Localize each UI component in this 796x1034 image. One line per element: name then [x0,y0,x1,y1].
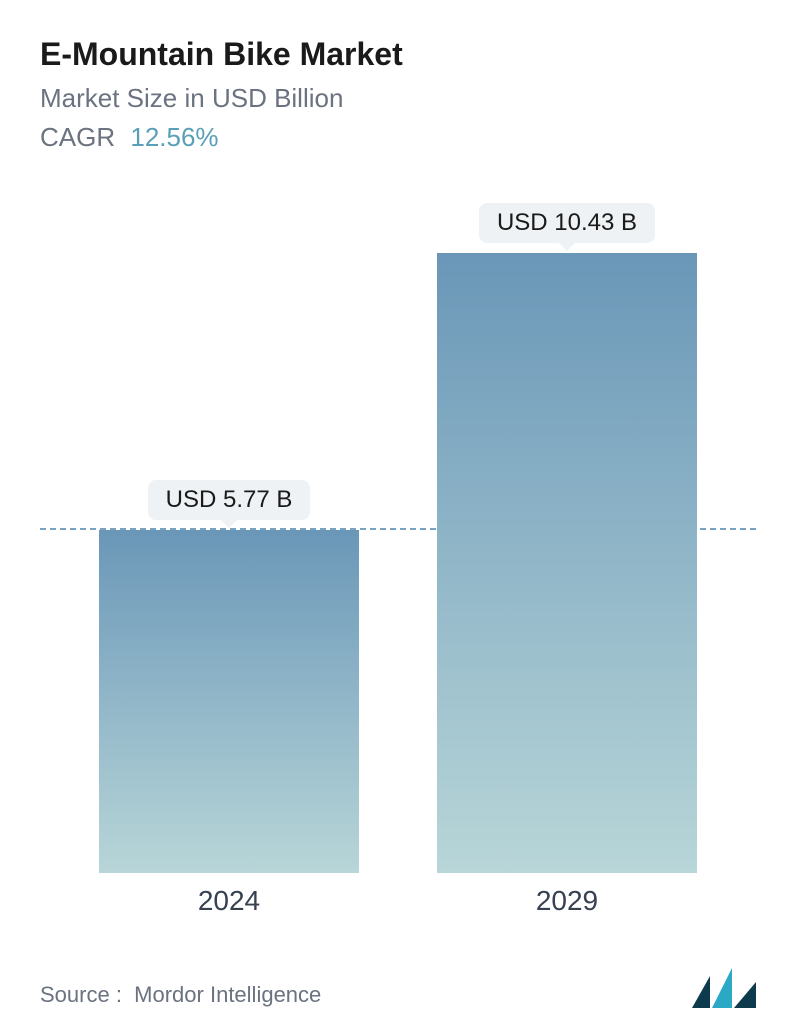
cagr-label: CAGR [40,122,115,152]
chart-title: E-Mountain Bike Market [40,36,756,73]
x-label-1: 2029 [437,885,697,917]
chart-subtitle: Market Size in USD Billion [40,83,756,114]
bar-0 [99,530,359,873]
footer: Source : Mordor Intelligence [40,968,756,1008]
bars-container: USD 5.77 B USD 10.43 B [40,193,756,873]
cagr-row: CAGR 12.56% [40,122,756,153]
value-pill-0: USD 5.77 B [148,480,311,520]
x-label-0: 2024 [99,885,359,917]
chart-plot-area: USD 5.77 B USD 10.43 B [40,193,756,873]
brand-logo-icon [692,968,756,1008]
source-label: Source : [40,982,122,1007]
x-axis-labels: 2024 2029 [40,873,756,917]
source-name: Mordor Intelligence [134,982,321,1007]
bar-group-0: USD 5.77 B [99,480,359,873]
bar-group-1: USD 10.43 B [437,203,697,873]
bar-1 [437,253,697,873]
source-text: Source : Mordor Intelligence [40,982,321,1008]
value-pill-1: USD 10.43 B [479,203,655,243]
cagr-value: 12.56% [130,122,218,152]
